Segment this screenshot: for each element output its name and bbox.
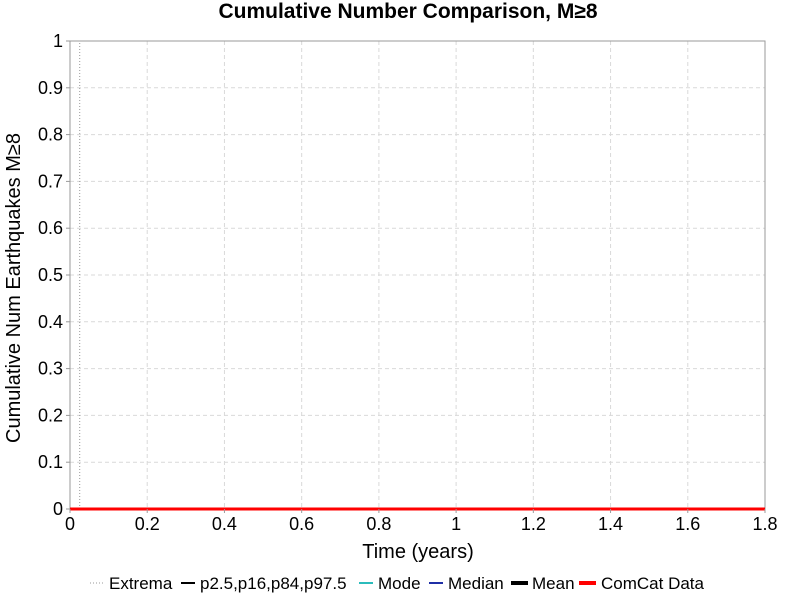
y-tick-label: 0.5 <box>38 265 63 285</box>
x-tick-label: 1.4 <box>598 514 623 534</box>
y-tick-label: 0.9 <box>38 78 63 98</box>
x-tick-label: 1 <box>451 514 461 534</box>
y-tick-label: 1 <box>53 31 63 51</box>
x-tick-label: 0 <box>65 514 75 534</box>
legend: Extrema p2.5,p16,p84,p97.5 Mode Median Mean C… <box>90 574 705 593</box>
y-tick-label: 0.3 <box>38 359 63 379</box>
plot-area: 0 0.2 0.4 0.6 0.8 1 1.2 1.4 1.6 1.8 0 0.1 0.2 0.3 0.4… <box>38 31 778 534</box>
y-tick-label: 0 <box>53 499 63 519</box>
x-tick-label: 0.2 <box>135 514 160 534</box>
x-axis: 0 0.2 0.4 0.6 0.8 1 1.2 1.4 1.6 1.8 <box>65 509 778 534</box>
chart-title: Cumulative Number Comparison, M≥8 <box>218 0 597 23</box>
y-axis-label: Cumulative Num Earthquakes M≥8 <box>3 133 25 443</box>
y-tick-label: 0.1 <box>38 452 63 472</box>
legend-label: p2.5,p16,p84,p97.5 <box>200 574 347 593</box>
x-tick-label: 1.8 <box>752 514 777 534</box>
y-tick-label: 0.8 <box>38 125 63 145</box>
y-tick-label: 0.7 <box>38 171 63 191</box>
legend-label: Extrema <box>109 574 173 593</box>
x-tick-label: 0.6 <box>289 514 314 534</box>
series-layer <box>70 41 765 511</box>
x-tick-label: 1.6 <box>675 514 700 534</box>
y-axis: 0 0.1 0.2 0.3 0.4 0.5 0.6 0.7 0.8 0.9 1 <box>38 31 70 519</box>
y-tick-label: 0.2 <box>38 405 63 425</box>
y-tick-label: 0.4 <box>38 312 63 332</box>
legend-label: Mode <box>378 574 421 593</box>
x-tick-label: 1.2 <box>521 514 546 534</box>
x-tick-label: 0.8 <box>366 514 391 534</box>
legend-label: ComCat Data <box>601 574 705 593</box>
y-tick-label: 0.6 <box>38 218 63 238</box>
legend-label: Mean <box>532 574 575 593</box>
x-axis-label: Time (years) <box>362 541 473 563</box>
legend-label: Median <box>448 574 504 593</box>
x-tick-label: 0.4 <box>212 514 237 534</box>
